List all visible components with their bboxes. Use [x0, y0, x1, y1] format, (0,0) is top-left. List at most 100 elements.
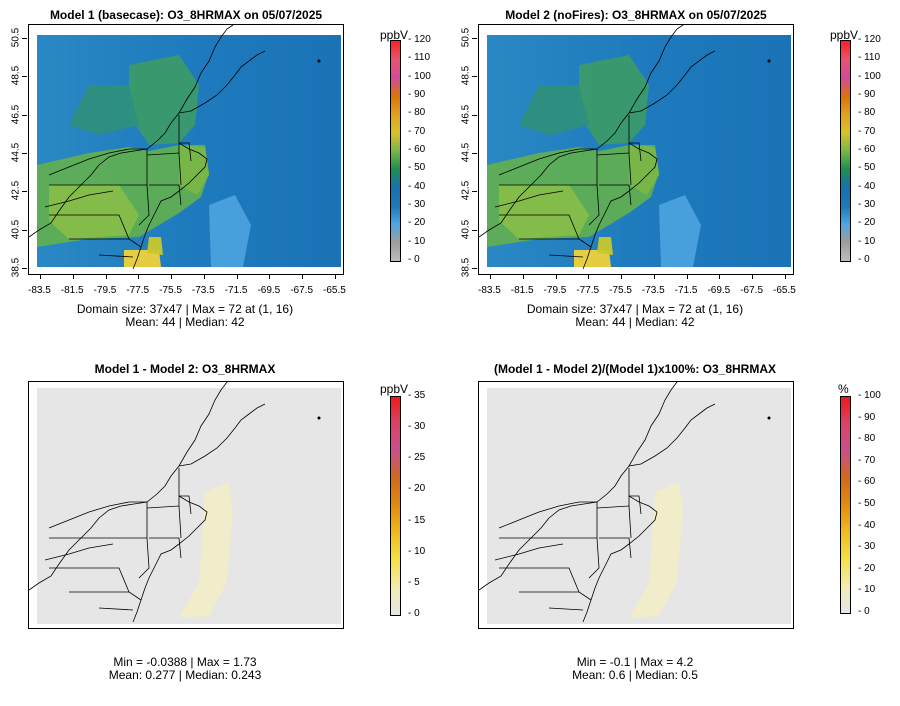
panel1-map — [28, 24, 344, 275]
coastline — [29, 382, 228, 591]
colorbar-tick: - 50 — [858, 162, 876, 174]
island — [317, 416, 321, 420]
map-boundaries — [29, 25, 266, 270]
colorbar-tick-label: 10 — [864, 584, 876, 596]
panel2-map — [478, 24, 794, 275]
colorbar-tick: - 30 — [408, 421, 426, 433]
x-axis-tick — [138, 274, 140, 279]
x-axis-tick — [236, 274, 238, 279]
x-tick-label: -71.5 — [224, 285, 248, 296]
coastline — [628, 403, 716, 467]
colorbar-tick-label: 30 — [414, 421, 426, 433]
concentration-region — [574, 250, 611, 267]
colorbar-tick-label: 20 — [414, 483, 426, 495]
colorbar-tick: - 110 — [408, 52, 431, 64]
x-axis-tick — [171, 274, 173, 279]
colorbar-tick: - 20 — [858, 562, 876, 574]
panel3-colorbar — [390, 396, 401, 616]
y-axis-tick — [22, 114, 27, 116]
x-tick-label: -65.5 — [773, 285, 796, 296]
panel3-heatmap-svg — [29, 382, 341, 624]
colorbar-tick-label: 100 — [414, 70, 431, 82]
concentration-region — [69, 85, 139, 135]
state-border — [499, 214, 592, 248]
panel4-colorbar-labels: - 0 - 10 - 20 - 30 - 40 - 50 - 60 - 70 - 80 - 90 -… — [858, 391, 888, 617]
y-tick-label: 42.5 — [460, 181, 472, 201]
difference-region — [179, 482, 233, 618]
map-boundaries — [29, 382, 266, 623]
coastline — [29, 25, 234, 238]
panel3-colorbar-labels: - 0 - 5 - 10 - 15 - 20 - 25 - 30 - 35 — [408, 391, 438, 619]
colorbar-tick: - 40 — [858, 180, 876, 192]
y-tick-label: 48.5 — [460, 66, 472, 86]
state-border — [599, 537, 632, 559]
x-tick-label: -69.5 — [257, 285, 281, 296]
y-axis-tick — [472, 76, 477, 78]
x-tick-label: -73.5 — [191, 285, 215, 296]
colorbar-tick: - 30 — [408, 199, 426, 210]
island — [317, 59, 321, 63]
panel1-stats-line1: Domain size: 37x47 | Max = 72 at (1, 16) — [76, 302, 294, 316]
panel1-colorbar — [390, 40, 401, 262]
colorbar-tick: - 90 — [858, 411, 876, 423]
colorbar-tick-label: 50 — [864, 498, 876, 509]
panel2-heatmap-svg — [479, 25, 791, 270]
y-tick-label: 46.5 — [10, 104, 22, 124]
state-border — [129, 148, 148, 185]
lake-shore — [494, 148, 580, 208]
colorbar-tick: - 40 — [408, 180, 426, 192]
colorbar-tick: - 25 — [408, 452, 426, 464]
y-axis-tick — [22, 153, 27, 154]
panel1-stats-line2: Mean: 44 | Median: 42 — [125, 315, 245, 329]
y-tick-label: 50.5 — [460, 27, 472, 48]
panel2-stats-line2: Mean: 44 | Median: 42 — [575, 315, 695, 329]
state-border — [49, 537, 150, 579]
colorbar-tick: - 10 — [858, 235, 876, 247]
panel3-stats-line1: Min = -0.0388 | Max = 1.73 — [113, 655, 257, 669]
colorbar-tick: - 100 — [408, 70, 431, 82]
panel1-heatmap-svg — [29, 25, 341, 270]
y-tick-label: 40.5 — [10, 219, 22, 239]
colorbar-tick-label: 0 — [414, 608, 420, 619]
x-axis-tick — [653, 274, 655, 279]
colorbar-tick-label: 40 — [414, 180, 426, 192]
y-tick-label: 42.5 — [10, 181, 22, 201]
x-axis-tick — [72, 274, 74, 279]
y-tick-label: 50.5 — [10, 27, 22, 48]
colorbar-tick-label: 100 — [864, 70, 881, 82]
y-axis-tick — [22, 191, 27, 193]
colorbar-tick-label: 110 — [414, 52, 431, 64]
concentration-region — [579, 55, 649, 145]
colorbar-tick: - 30 — [858, 199, 876, 210]
colorbar-tick-label: 30 — [414, 199, 426, 210]
colorbar-tick: - 80 — [858, 107, 876, 119]
x-axis-tick — [490, 274, 491, 279]
y-axis-tick — [472, 268, 477, 269]
state-border — [629, 495, 642, 515]
panel3-stats-line2: Mean: 0.277 | Median: 0.243 — [108, 668, 262, 682]
colorbar-tick-label: 0 — [414, 254, 420, 265]
state-border — [49, 184, 150, 226]
colorbar-tick-label: 50 — [414, 162, 426, 174]
colorbar-tick: - 0 — [408, 608, 420, 619]
colorbar-tick-label: 70 — [864, 454, 876, 466]
colorbar-tick-label: 80 — [864, 107, 876, 119]
concentration-region — [499, 185, 589, 239]
colorbar-tick: - 20 — [858, 217, 876, 229]
panel2-stats-line1: Domain size: 37x47 | Max = 72 at (1, 16) — [526, 302, 744, 316]
coastline — [582, 495, 658, 623]
colorbar-tick-label: 80 — [864, 433, 876, 445]
map-boundaries — [479, 382, 716, 623]
panel3-map — [28, 381, 344, 629]
colorbar-tick-label: 10 — [864, 235, 876, 247]
colorbar-tick: - 70 — [858, 454, 876, 466]
colorbar-tick: - 50 — [408, 162, 426, 174]
state-border — [49, 567, 142, 601]
panel4-map — [478, 381, 794, 629]
panel2-colorbar-unit: ppbV — [830, 28, 859, 42]
colorbar-tick-label: 60 — [864, 144, 876, 155]
colorbar-tick: - 90 — [858, 89, 876, 100]
x-axis-tick — [269, 274, 271, 279]
x-axis-tick — [40, 274, 41, 279]
colorbar-tick: - 15 — [408, 514, 426, 526]
